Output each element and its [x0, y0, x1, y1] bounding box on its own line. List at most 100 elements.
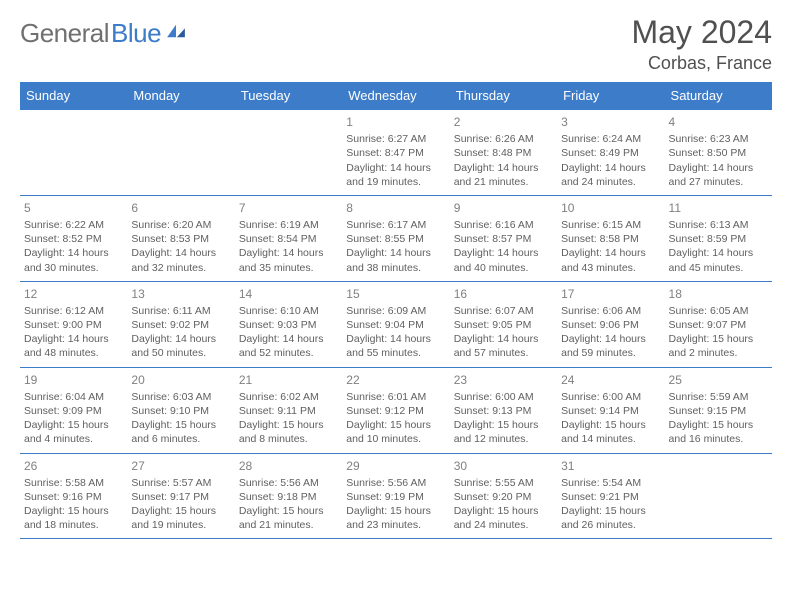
day-number: 17	[561, 286, 660, 302]
sunrise-text: Sunrise: 6:16 AM	[454, 218, 553, 232]
sunset-text: Sunset: 9:17 PM	[131, 490, 230, 504]
daylight-text: Daylight: 15 hours and 12 minutes.	[454, 418, 553, 446]
day-cell: 31 Sunrise: 5:54 AMSunset: 9:21 PMDayligh…	[557, 454, 664, 539]
daylight-text: Daylight: 14 hours and 40 minutes.	[454, 246, 553, 274]
day-number: 18	[669, 286, 768, 302]
dow-cell: Sunday	[20, 82, 127, 109]
day-cell: 14Sunrise: 6:10 AMSunset: 9:03 PMDayligh…	[235, 282, 342, 367]
week-row: 26Sunrise: 5:58 AMSunset: 9:16 PMDayligh…	[20, 454, 772, 540]
sunrise-text: Sunrise: 6:22 AM	[24, 218, 123, 232]
sunrise-text: Sunrise: 6:15 AM	[561, 218, 660, 232]
sunset-text: Sunset: 9:19 PM	[346, 490, 445, 504]
day-cell: 7Sunrise: 6:19 AMSunset: 8:54 PMDaylight…	[235, 196, 342, 281]
day-number: 12	[24, 286, 123, 302]
daylight-text: Daylight: 14 hours and 43 minutes.	[561, 246, 660, 274]
sunset-text: Sunset: 8:48 PM	[454, 146, 553, 160]
sunrise-text: Sunrise: 6:00 AM	[561, 390, 660, 404]
day-number: 27	[131, 458, 230, 474]
day-cell: 21Sunrise: 6:02 AMSunset: 9:11 PMDayligh…	[235, 368, 342, 453]
day-number: 26	[24, 458, 123, 474]
sunrise-text: Sunrise: 6:05 AM	[669, 304, 768, 318]
calendar-page: General Blue May 2024 Corbas, France Sun…	[0, 0, 792, 549]
sunset-text: Sunset: 9:18 PM	[239, 490, 338, 504]
location: Corbas, France	[631, 53, 772, 74]
sunrise-text: Sunrise: 6:00 AM	[454, 390, 553, 404]
daylight-text: Daylight: 14 hours and 52 minutes.	[239, 332, 338, 360]
day-number: 4	[669, 114, 768, 130]
daylight-text: Daylight: 14 hours and 38 minutes.	[346, 246, 445, 274]
title-block: May 2024 Corbas, France	[631, 14, 772, 74]
daylight-text: Daylight: 15 hours and 6 minutes.	[131, 418, 230, 446]
day-number: 31	[561, 458, 660, 474]
sunrise-text: Sunrise: 6:07 AM	[454, 304, 553, 318]
daylight-text: Daylight: 14 hours and 30 minutes.	[24, 246, 123, 274]
sunrise-text: Sunrise: 6:13 AM	[669, 218, 768, 232]
sunset-text: Sunset: 9:05 PM	[454, 318, 553, 332]
sunrise-text: Sunrise: 6:09 AM	[346, 304, 445, 318]
sunrise-text: Sunrise: 6:06 AM	[561, 304, 660, 318]
week-row: 1Sunrise: 6:27 AMSunset: 8:47 PMDaylight…	[20, 109, 772, 196]
day-cell-empty	[665, 454, 772, 539]
day-number: 15	[346, 286, 445, 302]
day-cell: 18Sunrise: 6:05 AMSunset: 9:07 PMDayligh…	[665, 282, 772, 367]
day-number: 13	[131, 286, 230, 302]
header: General Blue May 2024 Corbas, France	[20, 14, 772, 74]
daylight-text: Daylight: 14 hours and 50 minutes.	[131, 332, 230, 360]
daylight-text: Daylight: 15 hours and 23 minutes.	[346, 504, 445, 532]
day-cell: 4Sunrise: 6:23 AMSunset: 8:50 PMDaylight…	[665, 110, 772, 195]
sunrise-text: Sunrise: 5:59 AM	[669, 390, 768, 404]
sunset-text: Sunset: 9:03 PM	[239, 318, 338, 332]
daylight-text: Daylight: 14 hours and 57 minutes.	[454, 332, 553, 360]
dow-cell: Wednesday	[342, 82, 449, 109]
day-number: 3	[561, 114, 660, 130]
sail-icon	[165, 23, 187, 39]
day-cell: 12Sunrise: 6:12 AMSunset: 9:00 PMDayligh…	[20, 282, 127, 367]
day-cell: 19Sunrise: 6:04 AMSunset: 9:09 PMDayligh…	[20, 368, 127, 453]
daylight-text: Daylight: 14 hours and 32 minutes.	[131, 246, 230, 274]
daylight-text: Daylight: 15 hours and 16 minutes.	[669, 418, 768, 446]
sunrise-text: Sunrise: 6:27 AM	[346, 132, 445, 146]
day-number: 11	[669, 200, 768, 216]
daylight-text: Daylight: 15 hours and 26 minutes.	[561, 504, 660, 532]
day-number: 14	[239, 286, 338, 302]
daylight-text: Daylight: 15 hours and 4 minutes.	[24, 418, 123, 446]
day-number: 20	[131, 372, 230, 388]
sunset-text: Sunset: 9:11 PM	[239, 404, 338, 418]
day-cell: 3Sunrise: 6:24 AMSunset: 8:49 PMDaylight…	[557, 110, 664, 195]
daylight-text: Daylight: 15 hours and 10 minutes.	[346, 418, 445, 446]
daylight-text: Daylight: 14 hours and 55 minutes.	[346, 332, 445, 360]
day-cell: 16Sunrise: 6:07 AMSunset: 9:05 PMDayligh…	[450, 282, 557, 367]
day-number: 6	[131, 200, 230, 216]
dow-cell: Friday	[557, 82, 664, 109]
sunset-text: Sunset: 8:47 PM	[346, 146, 445, 160]
daylight-text: Daylight: 15 hours and 18 minutes.	[24, 504, 123, 532]
day-cell-empty	[127, 110, 234, 195]
sunrise-text: Sunrise: 6:02 AM	[239, 390, 338, 404]
day-cell: 1Sunrise: 6:27 AMSunset: 8:47 PMDaylight…	[342, 110, 449, 195]
sunset-text: Sunset: 9:02 PM	[131, 318, 230, 332]
day-number: 7	[239, 200, 338, 216]
day-cell: 24Sunrise: 6:00 AMSunset: 9:14 PMDayligh…	[557, 368, 664, 453]
sunset-text: Sunset: 8:49 PM	[561, 146, 660, 160]
daylight-text: Daylight: 14 hours and 48 minutes.	[24, 332, 123, 360]
dow-cell: Thursday	[450, 82, 557, 109]
sunrise-text: Sunrise: 6:11 AM	[131, 304, 230, 318]
daylight-text: Daylight: 15 hours and 2 minutes.	[669, 332, 768, 360]
sunset-text: Sunset: 9:04 PM	[346, 318, 445, 332]
sunset-text: Sunset: 9:21 PM	[561, 490, 660, 504]
day-number: 21	[239, 372, 338, 388]
sunset-text: Sunset: 9:10 PM	[131, 404, 230, 418]
day-cell: 6Sunrise: 6:20 AMSunset: 8:53 PMDaylight…	[127, 196, 234, 281]
sunrise-text: Sunrise: 6:23 AM	[669, 132, 768, 146]
daylight-text: Daylight: 14 hours and 19 minutes.	[346, 161, 445, 189]
daylight-text: Daylight: 14 hours and 21 minutes.	[454, 161, 553, 189]
sunrise-text: Sunrise: 5:54 AM	[561, 476, 660, 490]
daylight-text: Daylight: 14 hours and 45 minutes.	[669, 246, 768, 274]
sunrise-text: Sunrise: 6:19 AM	[239, 218, 338, 232]
weeks-grid: 1Sunrise: 6:27 AMSunset: 8:47 PMDaylight…	[20, 109, 772, 539]
day-cell: 26Sunrise: 5:58 AMSunset: 9:16 PMDayligh…	[20, 454, 127, 539]
day-cell: 2Sunrise: 6:26 AMSunset: 8:48 PMDaylight…	[450, 110, 557, 195]
sunset-text: Sunset: 8:57 PM	[454, 232, 553, 246]
sunset-text: Sunset: 8:50 PM	[669, 146, 768, 160]
daylight-text: Daylight: 14 hours and 35 minutes.	[239, 246, 338, 274]
